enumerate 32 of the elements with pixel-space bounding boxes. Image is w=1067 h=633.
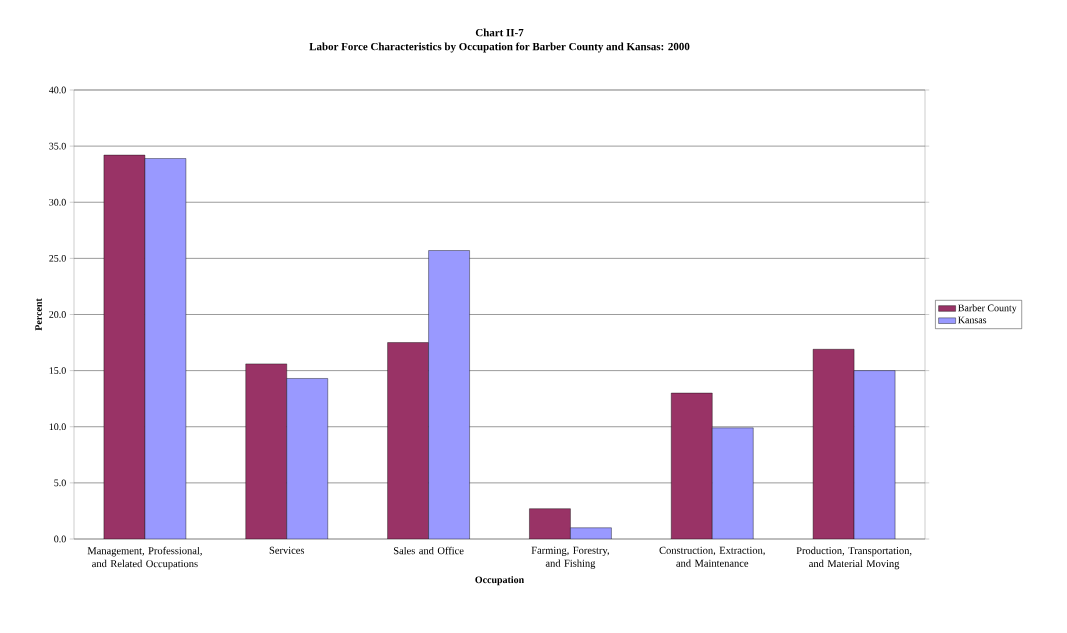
- y-tick-label: 20.0: [49, 311, 66, 318]
- x-tick-label: Sales and Office: [393, 546, 464, 555]
- bar: [144, 158, 187, 539]
- y-axis-title: Percent: [35, 298, 42, 331]
- chart-subtitle: Labor Force Characteristics by Occupation for Barber County and Kansas: 2000: [309, 42, 690, 53]
- y-tick-label: 0.0: [54, 535, 66, 543]
- y-tick-label: 40.0: [48, 86, 66, 94]
- bar: [103, 154, 146, 539]
- x-tick-label: Construction, Extraction, and Maintenance: [659, 546, 765, 567]
- y-tick-label: 5.0: [54, 479, 66, 487]
- bar: [387, 342, 429, 539]
- bar: [853, 370, 896, 539]
- x-axis-title: Occupation: [475, 576, 524, 586]
- y-tick-label: 15.0: [49, 367, 66, 374]
- bar: [529, 508, 571, 539]
- legend-label: Kansas: [958, 316, 987, 324]
- bar: [671, 392, 713, 539]
- bar: [428, 250, 470, 539]
- chart-title: Chart II-7: [475, 28, 524, 37]
- bar: [245, 363, 287, 539]
- bar: [712, 427, 754, 539]
- x-tick-label: Farming, Forestry, and Fishing: [531, 546, 609, 569]
- y-tick-label: 25.0: [49, 254, 66, 262]
- x-tick-label: Production, Transportation, and Material Moving: [796, 546, 912, 570]
- y-tick-label: 10.0: [49, 423, 66, 431]
- bar: [812, 349, 855, 539]
- bar: [286, 378, 328, 539]
- y-tick-label: 35.0: [49, 142, 66, 150]
- legend-label: Barber County: [958, 304, 1017, 314]
- x-tick-label: Services: [269, 546, 305, 554]
- y-tick-label: 30.0: [49, 198, 66, 206]
- x-tick-label: Management, Professional, and Related Occupations: [87, 546, 202, 570]
